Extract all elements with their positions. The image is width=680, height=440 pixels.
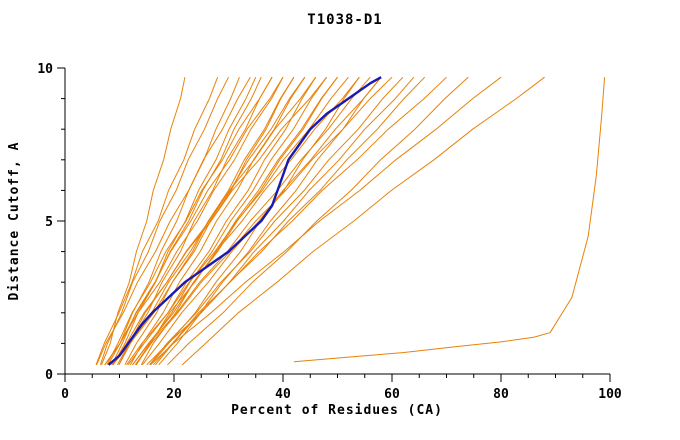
model-curve — [155, 76, 382, 366]
model-curve — [150, 76, 360, 366]
model-curve — [134, 76, 360, 366]
model-curve — [129, 76, 306, 366]
model-curve — [152, 76, 447, 366]
y-axis-label: Distance Cutoff, A — [7, 142, 22, 301]
y-tick-label: 0 — [45, 368, 53, 383]
model-curve — [293, 77, 606, 363]
y-tick-label: 10 — [37, 62, 53, 77]
x-tick-label: 100 — [598, 387, 622, 402]
x-tick-label: 40 — [275, 387, 291, 402]
model-curve — [112, 76, 257, 366]
x-tick-label: 60 — [384, 387, 400, 402]
model-curve — [126, 76, 349, 366]
model-curves — [95, 76, 606, 366]
model-curve — [181, 76, 545, 366]
model-curve — [95, 77, 219, 365]
model-curve — [107, 76, 240, 366]
model-curve — [167, 76, 469, 366]
x-axis-label: Percent of Residues (CA) — [231, 403, 443, 418]
x-tick-label: 80 — [493, 387, 509, 402]
y-tick-label: 5 — [45, 215, 53, 230]
model-curve — [101, 77, 186, 366]
model-curve — [127, 76, 317, 366]
x-tick-label: 20 — [166, 387, 182, 402]
model-curve — [141, 76, 382, 366]
chart-title: T1038-D1 — [307, 12, 382, 28]
model-curve — [111, 76, 284, 366]
model-curve — [132, 76, 371, 366]
model-curve — [158, 76, 415, 366]
model-curve — [149, 76, 404, 366]
axes: 0 20 40 60 80 100 0 5 10 — [37, 62, 622, 402]
model-curve — [118, 76, 273, 366]
consensus-curve — [107, 76, 382, 366]
model-curve — [150, 76, 502, 366]
model-curve — [116, 76, 327, 366]
model-curve — [104, 76, 284, 366]
model-curve — [135, 76, 328, 366]
model-curve — [96, 76, 251, 366]
model-curve — [106, 76, 273, 366]
model-curve — [112, 76, 317, 366]
model-curve — [140, 76, 338, 366]
x-tick-label: 0 — [61, 387, 69, 402]
model-curve — [135, 76, 393, 366]
